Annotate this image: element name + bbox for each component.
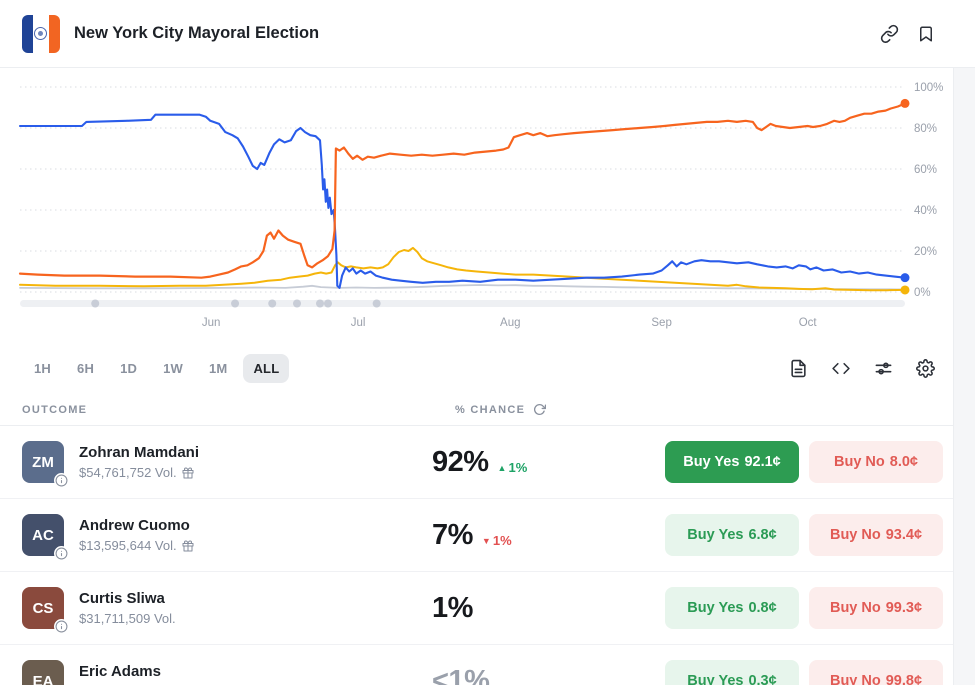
chance-change: ▼ 1% — [481, 533, 512, 548]
outcome-name: Zohran Mamdani — [79, 444, 200, 461]
price-chart[interactable]: 100% 80% 60% 40% 20% 0% Jun Jul Aug Sep Oct — [0, 75, 975, 335]
buy-yes-label: Buy Yes — [687, 673, 744, 685]
chart-settings-button[interactable] — [872, 357, 895, 380]
avatar-initials: ZM — [32, 453, 54, 471]
buy-no-price: 93.4¢ — [885, 527, 923, 543]
timeframe-1m[interactable]: 1M — [199, 354, 237, 383]
buy-yes-label: Buy Yes — [687, 600, 744, 616]
buy-no-label: Buy No — [829, 673, 881, 685]
chance-column-label: % CHANCE — [455, 403, 526, 416]
timeframe-1w[interactable]: 1W — [153, 354, 193, 383]
outcome-name: Andrew Cuomo — [79, 517, 190, 534]
buy-no-button[interactable]: Buy No 99.8¢ — [809, 660, 943, 685]
up-arrow-icon: ▲ — [497, 462, 507, 473]
nyc-flag-icon — [22, 14, 60, 53]
info-icon[interactable] — [54, 546, 69, 561]
info-icon[interactable] — [54, 619, 69, 634]
outcome-list: ZM Zohran Mamdani $54,761,752 Vol. 92% ▲… — [0, 426, 975, 685]
chart-controls: 1H 6H 1D 1W 1M ALL — [0, 350, 975, 386]
buy-no-button[interactable]: Buy No 93.4¢ — [809, 514, 943, 556]
svg-text:40%: 40% — [914, 205, 937, 217]
buy-yes-button[interactable]: Buy Yes 0.8¢ — [665, 587, 799, 629]
svg-text:0%: 0% — [914, 287, 931, 299]
chance-value: <1% — [432, 664, 490, 685]
outcome-name: Eric Adams — [79, 663, 161, 680]
right-gutter — [953, 68, 975, 685]
avatar: AC — [22, 514, 69, 561]
buy-yes-price: 92.1¢ — [744, 454, 781, 470]
chance-value: 92% — [432, 445, 489, 478]
svg-text:Jun: Jun — [202, 317, 221, 329]
svg-text:Oct: Oct — [799, 317, 818, 329]
svg-text:Sep: Sep — [651, 317, 671, 329]
chance-change: ▲ 1% — [497, 460, 528, 475]
market-context-button[interactable] — [787, 357, 810, 380]
buy-no-price: 99.8¢ — [885, 673, 923, 685]
buy-yes-price: 0.8¢ — [748, 600, 777, 616]
gift-icon[interactable] — [182, 467, 194, 479]
market-header: New York City Mayoral Election — [0, 0, 975, 68]
document-icon — [791, 359, 806, 377]
bookmark-icon — [920, 26, 932, 41]
timeframe-1h[interactable]: 1H — [24, 354, 61, 383]
timeframe-all[interactable]: ALL — [243, 353, 290, 383]
outcome-row[interactable]: EA Eric Adams $15,293,499 Vol. <1% Buy Y… — [0, 645, 975, 685]
svg-text:100%: 100% — [914, 82, 943, 94]
avatar: CS — [22, 587, 69, 634]
svg-text:80%: 80% — [914, 123, 937, 135]
outcome-row[interactable]: AC Andrew Cuomo $13,595,644 Vol. 7% ▼ 1% … — [0, 499, 975, 572]
outcome-volume: $54,761,752 Vol. — [79, 465, 177, 480]
outcome-row[interactable]: ZM Zohran Mamdani $54,761,752 Vol. 92% ▲… — [0, 426, 975, 499]
table-header: OUTCOME % CHANCE — [0, 403, 975, 426]
down-arrow-icon: ▼ — [481, 535, 491, 546]
buy-yes-price: 6.8¢ — [748, 527, 777, 543]
gift-icon[interactable] — [182, 540, 194, 552]
page-title: New York City Mayoral Election — [74, 24, 320, 42]
buy-no-button[interactable]: Buy No 99.3¢ — [809, 587, 943, 629]
chance-value: 1% — [432, 591, 473, 624]
buy-yes-button[interactable]: Buy Yes 6.8¢ — [665, 514, 799, 556]
svg-text:Aug: Aug — [500, 317, 520, 329]
buy-no-price: 8.0¢ — [889, 454, 918, 470]
avatar-initials: CS — [32, 599, 54, 617]
buy-yes-label: Buy Yes — [687, 527, 744, 543]
timeframe-group: 1H 6H 1D 1W 1M ALL — [24, 353, 290, 383]
svg-text:60%: 60% — [914, 164, 937, 176]
buy-yes-button[interactable]: Buy Yes 92.1¢ — [665, 441, 799, 483]
svg-text:Jul: Jul — [351, 317, 366, 329]
buy-no-label: Buy No — [829, 527, 881, 543]
outcome-volume: $31,711,509 Vol. — [79, 611, 176, 626]
info-icon[interactable] — [54, 473, 69, 488]
code-icon — [832, 362, 850, 374]
buy-no-label: Buy No — [829, 600, 881, 616]
outcome-row[interactable]: CS Curtis Sliwa $31,711,509 Vol. 1% Buy … — [0, 572, 975, 645]
refresh-icon[interactable] — [533, 403, 547, 416]
copy-link-button[interactable] — [878, 22, 901, 45]
buy-no-button[interactable]: Buy No 8.0¢ — [809, 441, 943, 483]
outcome-column-label: OUTCOME — [22, 403, 88, 416]
buy-yes-button[interactable]: Buy Yes 0.3¢ — [665, 660, 799, 685]
chance-value: 7% — [432, 518, 473, 551]
avatar: ZM — [22, 441, 69, 488]
bookmark-button[interactable] — [915, 22, 937, 45]
timeframe-1d[interactable]: 1D — [110, 354, 147, 383]
buy-no-price: 99.3¢ — [885, 600, 923, 616]
gear-icon — [916, 358, 935, 378]
avatar: EA — [22, 660, 64, 685]
buy-no-label: Buy No — [834, 454, 885, 470]
svg-text:20%: 20% — [914, 246, 937, 258]
buy-yes-label: Buy Yes — [683, 454, 740, 470]
embed-button[interactable] — [829, 357, 853, 380]
outcome-volume: $13,595,644 Vol. — [79, 538, 177, 553]
nyc-seal-icon — [34, 27, 48, 40]
outcome-name: Curtis Sliwa — [79, 590, 165, 607]
settings-button[interactable] — [914, 357, 937, 380]
timeframe-6h[interactable]: 6H — [67, 354, 104, 383]
link-icon — [880, 24, 899, 43]
sliders-icon — [875, 361, 892, 375]
avatar-initials: AC — [32, 526, 54, 544]
avatar-initials: EA — [32, 672, 54, 685]
buy-yes-price: 0.3¢ — [748, 673, 777, 685]
